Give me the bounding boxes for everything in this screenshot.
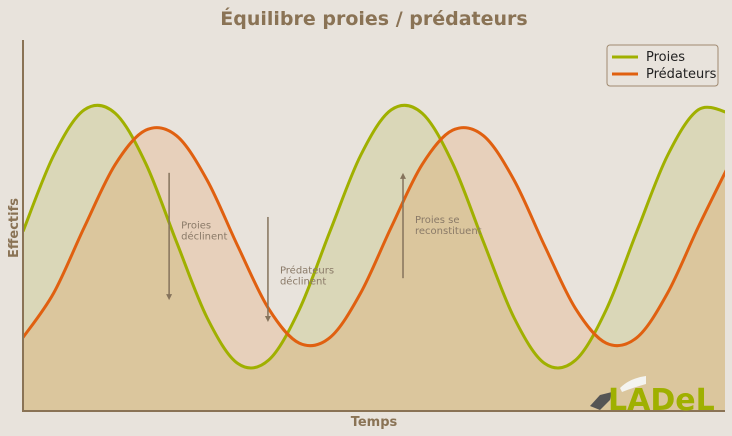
legend-label-predateurs: Prédateurs (646, 67, 717, 82)
line-predateurs (23, 126, 725, 348)
chart-title: Équilibre proies / prédateurs (220, 7, 527, 30)
logo-quill-icon (620, 376, 646, 392)
legend-label-proies: Proies (646, 50, 685, 65)
legend: Proies Prédateurs (606, 44, 719, 87)
annotation-text: déclinent (280, 275, 326, 287)
x-axis-label: Temps (351, 415, 398, 430)
arrow-head-icon (400, 172, 407, 179)
arrow-head-icon (166, 294, 173, 301)
line-proies (23, 103, 725, 370)
arrow-head-icon (264, 315, 271, 322)
legend-box (606, 44, 719, 87)
annotation-text: Proies (181, 220, 211, 231)
y-axis-label: Effectifs (7, 198, 22, 258)
annotation-text: reconstituent (415, 226, 482, 237)
logo-hand-icon (590, 392, 612, 410)
area-proies (23, 105, 725, 411)
logo-text: LADeL (608, 383, 715, 418)
annotation-text: déclinent (181, 230, 227, 242)
ladel-logo: LADeL (590, 376, 715, 418)
annotation-text: Proies se (415, 215, 460, 226)
annotation-text: Prédateurs (280, 264, 334, 276)
area-predateurs (23, 127, 725, 411)
